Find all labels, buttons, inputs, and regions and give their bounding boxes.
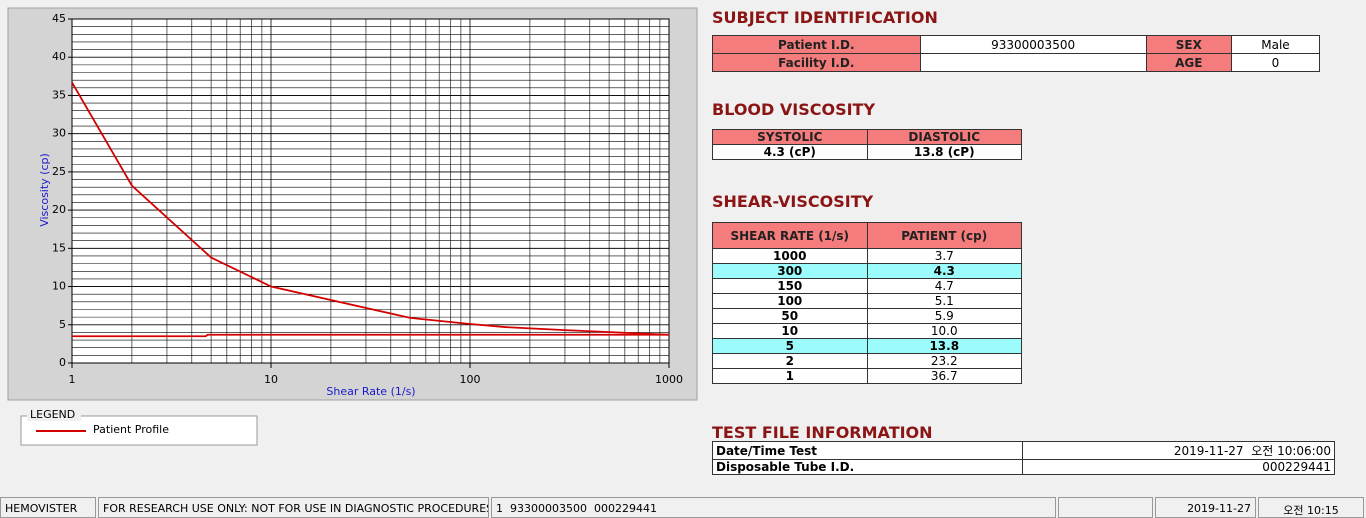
table-row: 2 23.2 [712, 353, 1022, 369]
y-tick-label: 10 [52, 280, 66, 293]
cell: 000229441 [1022, 459, 1335, 475]
y-tick-label: 30 [52, 127, 66, 140]
cell: 50 [712, 308, 868, 324]
table-row: 10 10.0 [712, 323, 1022, 339]
y-tick-label: 35 [52, 88, 66, 101]
cell: 5.9 [866, 308, 1022, 324]
y-axis-label: Viscosity (cp) [38, 153, 51, 227]
blood-table: SYSTOLIC DIASTOLIC 4.3 (cP) 13.8 (cP) [712, 129, 1022, 160]
cell: 100 [712, 293, 868, 309]
status-bar: HEMOVISTER FOR RESEARCH USE ONLY: NOT FOR… [0, 497, 1366, 518]
y-tick-label: 45 [52, 12, 66, 25]
y-tick-label: 40 [52, 50, 66, 63]
legend-title-bg [27, 409, 81, 421]
cell: 5 [712, 338, 868, 354]
cell: 1000 [712, 248, 868, 264]
shear-table: SHEAR RATE (1/s) PATIENT (cp) 1000 3.7 300 4… [712, 222, 1022, 384]
y-tick-label: 15 [52, 241, 66, 254]
test-file-table: Date/Time Test 2019-11-27 오전 10:06:00 Dis… [712, 441, 1335, 475]
cell: 13.8 (cP) [866, 144, 1022, 160]
cell: Facility I.D. [712, 53, 921, 72]
data-line [72, 333, 669, 338]
cell: 36.7 [866, 368, 1022, 384]
legend-title: LEGEND [30, 408, 75, 421]
cell: 10 [712, 323, 868, 339]
section-title: BLOOD VISCOSITY [712, 100, 876, 119]
cell: 3.7 [866, 248, 1022, 264]
x-tick-label: 1000 [655, 373, 683, 386]
y-tick-label: 20 [52, 203, 66, 216]
cell: 23.2 [866, 353, 1022, 369]
cell: 5.1 [866, 293, 1022, 309]
status-cell [1058, 497, 1153, 518]
status-cell: 2019-11-27 [1155, 497, 1256, 518]
data-line [71, 81, 670, 336]
subject-table: Patient I.D. 93300003500 SEX Male Facility … [712, 35, 1321, 72]
cell: 2 [712, 353, 868, 369]
cell [919, 53, 1147, 72]
cell: Patient I.D. [712, 35, 921, 54]
cell: 13.8 [866, 338, 1022, 354]
table-row: 100 5.1 [712, 293, 1022, 309]
table-row: 50 5.9 [712, 308, 1022, 324]
cell: Disposable Tube I.D. [712, 459, 1023, 475]
plot-area [71, 18, 670, 364]
cell: SHEAR RATE (1/s) [712, 222, 868, 249]
cell: SEX [1145, 35, 1232, 54]
table-row: 300 4.3 [712, 263, 1022, 279]
table-row: 1 36.7 [712, 368, 1022, 384]
cell: 93300003500 [919, 35, 1147, 54]
cell: 4.3 (cP) [712, 144, 868, 160]
chart: Shear Rate (1/s) Viscosity (cp) LEGEND P… [7, 7, 698, 446]
cell: 4.3 [866, 263, 1022, 279]
cell: 4.7 [866, 278, 1022, 294]
y-tick-label: 25 [52, 165, 66, 178]
cell: AGE [1145, 53, 1232, 72]
y-tick-label: 0 [59, 356, 66, 369]
table-row: 150 4.7 [712, 278, 1022, 294]
cell: Date/Time Test [712, 441, 1023, 460]
cell: 150 [712, 278, 868, 294]
cell: 10.0 [866, 323, 1022, 339]
cell: 2019-11-27 오전 10:06:00 [1022, 441, 1335, 460]
x-tick-label: 10 [264, 373, 278, 386]
cell: Male [1230, 35, 1321, 54]
y-tick-label: 5 [59, 318, 66, 331]
cell: 0 [1230, 53, 1321, 72]
x-tick-label: 100 [460, 373, 481, 386]
section-title: TEST FILE INFORMATION [712, 423, 933, 442]
table-row: 1000 3.7 [712, 248, 1022, 264]
status-cell: 오전 10:15 [1258, 497, 1364, 518]
status-cell: HEMOVISTER [0, 497, 96, 518]
cell: SYSTOLIC [712, 129, 868, 145]
cell: 300 [712, 263, 868, 279]
cell: 1 [712, 368, 868, 384]
x-axis-label: Shear Rate (1/s) [326, 385, 415, 398]
status-cell: 1 93300003500 000229441 [491, 497, 1056, 518]
legend-label: Patient Profile [93, 423, 169, 436]
section-title: SUBJECT IDENTIFICATION [712, 8, 938, 27]
status-cell: FOR RESEARCH USE ONLY: NOT FOR USE IN DI… [98, 497, 489, 518]
cell: PATIENT (cp) [866, 222, 1022, 249]
section-title: SHEAR-VISCOSITY [712, 192, 874, 211]
table-row: 5 13.8 [712, 338, 1022, 354]
cell: DIASTOLIC [866, 129, 1022, 145]
x-tick-label: 1 [69, 373, 76, 386]
